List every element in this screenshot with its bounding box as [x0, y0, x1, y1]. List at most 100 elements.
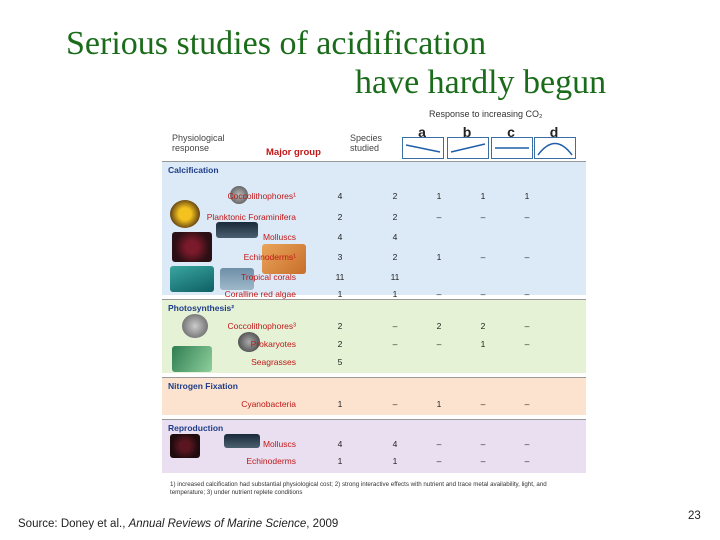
table-row: Coccolithophores¹ 4 2 1 1 1 [162, 186, 586, 206]
table-row: Prokaryotes 2 – – 1 – [162, 334, 586, 354]
major-group-label: Coccolithophores³ [227, 321, 296, 331]
table-row: Echinoderms¹ 3 2 1 – – [162, 247, 586, 267]
major-group-label: Cyanobacteria [241, 399, 296, 409]
source-journal: Annual Reviews of Marine Science [128, 518, 307, 530]
section-title-calcification: Calcification [168, 165, 219, 175]
species-count: 4 [337, 191, 343, 201]
header-response-title: Response to increasing CO₂ [429, 109, 543, 119]
response-a: 1 [392, 289, 398, 299]
response-b: 2 [436, 321, 442, 331]
species-count: 3 [337, 252, 343, 262]
response-table-figure: Physiological response Major group Speci… [162, 104, 586, 500]
header-physiological-response: Physiological response [172, 133, 225, 153]
response-b: 1 [436, 399, 442, 409]
response-c: 2 [480, 321, 486, 331]
response-a: – [392, 339, 398, 349]
species-count: 5 [337, 357, 343, 367]
coccolithophore-image [230, 186, 248, 204]
response-curve-a-icon [402, 137, 444, 159]
response-curve-b-icon [447, 137, 489, 159]
page-number: 23 [688, 510, 701, 522]
reproduction-urchin-image [170, 434, 200, 458]
coral-reef-image [170, 266, 214, 292]
tropical-coral-image [262, 244, 306, 274]
section-title-reproduction: Reproduction [168, 423, 224, 433]
column-head-a: a [418, 124, 426, 140]
response-curve-c-icon [491, 137, 533, 159]
major-group-label: Coralline red algae [224, 289, 296, 299]
response-a: 4 [392, 439, 398, 449]
response-b: 1 [436, 252, 442, 262]
foraminifera-image [170, 200, 200, 228]
response-d: – [524, 212, 530, 222]
species-count: 4 [337, 439, 343, 449]
major-group-label: Echinoderms¹ [243, 252, 296, 262]
major-group-label: Echinoderms [246, 456, 296, 466]
column-head-d: d [549, 124, 559, 140]
response-d: – [524, 321, 530, 331]
reproduction-mollusc-image [224, 434, 260, 448]
major-group-label: Prokaryotes [250, 339, 296, 349]
response-d: – [524, 339, 530, 349]
response-b: – [436, 456, 442, 466]
table-row: Echinoderms 1 1 – – – [162, 451, 586, 471]
table-row: Molluscs 4 4 – – – [162, 434, 586, 454]
response-d: – [524, 456, 530, 466]
section-calcification: Calcification Coccolithophores¹ 4 2 1 1 … [162, 161, 586, 299]
source-citation: Source: Doney et al., Annual Reviews of … [18, 518, 338, 530]
species-count: 1 [337, 456, 343, 466]
major-group-label: Planktonic Foraminifera [206, 212, 296, 222]
response-a: – [392, 321, 398, 331]
column-head-c: c [507, 124, 515, 140]
section-title-nitrogen-fixation: Nitrogen Fixation [168, 381, 238, 391]
seagrass-image [172, 346, 212, 372]
major-group-label: Tropical corals [241, 272, 296, 282]
species-count: 1 [337, 289, 343, 299]
response-c: – [480, 212, 486, 222]
response-c: – [480, 289, 486, 299]
response-c: 1 [480, 191, 486, 201]
section-photosynthesis: Photosynthesis² Coccolithophores³ 2 – 2 … [162, 299, 586, 373]
section-reproduction: Reproduction Molluscs 4 4 – – – Echinode… [162, 419, 586, 473]
table-row: Molluscs 4 4 [162, 227, 586, 247]
response-d: 1 [524, 191, 530, 201]
major-group-label: Molluscs [262, 439, 296, 449]
response-a: 11 [390, 272, 400, 282]
table-row: Planktonic Foraminifera 2 2 – – – [162, 207, 586, 227]
coccolithophore-photo-image [182, 314, 208, 338]
table-row: Tropical corals 11 11 [162, 267, 586, 287]
major-group-label: Coccolithophores¹ [227, 191, 296, 201]
species-count: 2 [337, 212, 343, 222]
header-species-studied: Species studied [350, 133, 383, 153]
response-a: 2 [392, 212, 398, 222]
species-count: 2 [337, 321, 343, 331]
response-b: – [436, 212, 442, 222]
species-count: 2 [337, 339, 343, 349]
response-b: – [436, 339, 442, 349]
response-a: 1 [392, 456, 398, 466]
response-d: – [524, 289, 530, 299]
table-row: Coccolithophores³ 2 – 2 2 – [162, 316, 586, 336]
major-group-label: Molluscs [262, 232, 296, 242]
source-year: , 2009 [306, 518, 339, 530]
response-a: – [392, 399, 398, 409]
response-c: – [480, 252, 486, 262]
table-row: Seagrasses 5 [162, 352, 586, 372]
species-count: 11 [335, 272, 345, 282]
section-nitrogen-fixation: Nitrogen Fixation Cyanobacteria 1 – 1 – … [162, 377, 586, 415]
slide-title-line2: have hardly begun [355, 64, 607, 101]
response-c: – [480, 439, 486, 449]
column-head-b: b [462, 124, 472, 140]
slide-title-line1: Serious studies of acidification [66, 25, 487, 62]
response-b: – [436, 289, 442, 299]
response-a: 2 [392, 191, 398, 201]
table-row: Coralline red algae 1 1 – – – [162, 284, 586, 304]
response-c: 1 [480, 339, 486, 349]
table-footnote: 1) increased calcification had substanti… [170, 481, 547, 496]
section-title-photosynthesis: Photosynthesis² [168, 303, 235, 313]
response-curve-d-icon [534, 137, 576, 159]
response-a: 2 [392, 252, 398, 262]
response-c: – [480, 399, 486, 409]
table-row: Cyanobacteria 1 – 1 – – [162, 394, 586, 414]
response-a: 4 [392, 232, 398, 242]
